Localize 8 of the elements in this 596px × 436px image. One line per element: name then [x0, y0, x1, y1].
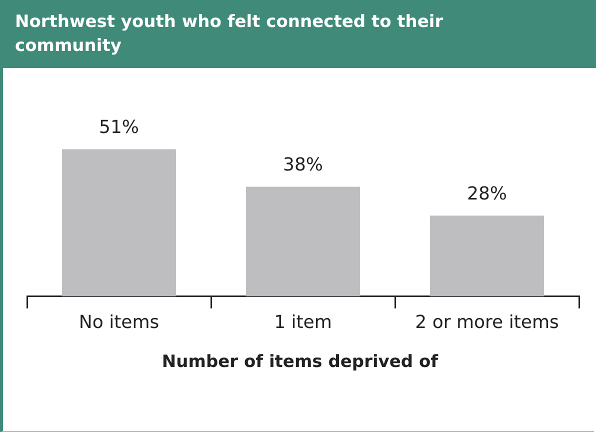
x-axis-title: Number of items deprived of — [160, 352, 440, 372]
data-label: 28% — [466, 183, 508, 204]
x-tick-label: 2 or more items — [415, 312, 559, 333]
data-label: 38% — [282, 154, 324, 176]
chart-title: Northwest youth who felt connected to their community — [3, 0, 596, 68]
data-label: 51% — [98, 116, 140, 138]
x-tick-label: 1 item — [274, 312, 332, 333]
x-tick-label: No items — [78, 312, 160, 333]
